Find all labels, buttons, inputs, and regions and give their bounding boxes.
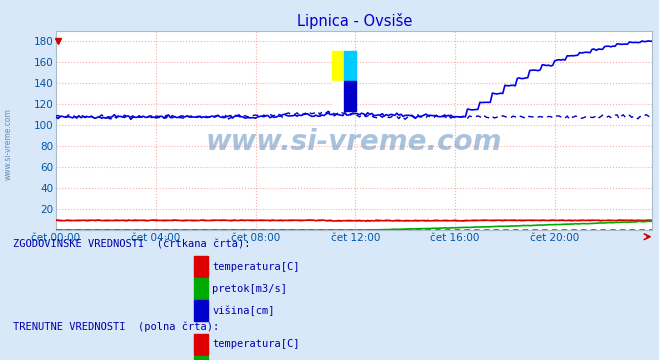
FancyBboxPatch shape [194,334,208,355]
Bar [332,50,344,81]
FancyBboxPatch shape [194,278,208,299]
Text: temperatura[C]: temperatura[C] [212,262,300,272]
Text: temperatura[C]: temperatura[C] [212,339,300,350]
Text: www.si-vreme.com: www.si-vreme.com [206,129,502,157]
FancyBboxPatch shape [194,300,208,321]
FancyBboxPatch shape [194,256,208,277]
Bar [332,81,344,111]
Text: pretok[m3/s]: pretok[m3/s] [212,284,287,294]
Text: višina[cm]: višina[cm] [212,306,275,316]
Bar [344,81,356,111]
Text: TRENUTNE VREDNOSTI  (polna črta):: TRENUTNE VREDNOSTI (polna črta): [13,321,219,332]
Bar [344,50,356,81]
Title: Lipnica - Ovsiše: Lipnica - Ovsiše [297,13,412,30]
FancyBboxPatch shape [194,356,208,360]
Text: ZGODOVINSKE VREDNOSTI  (črtkana črta):: ZGODOVINSKE VREDNOSTI (črtkana črta): [13,239,250,249]
Text: www.si-vreme.com: www.si-vreme.com [3,108,13,180]
